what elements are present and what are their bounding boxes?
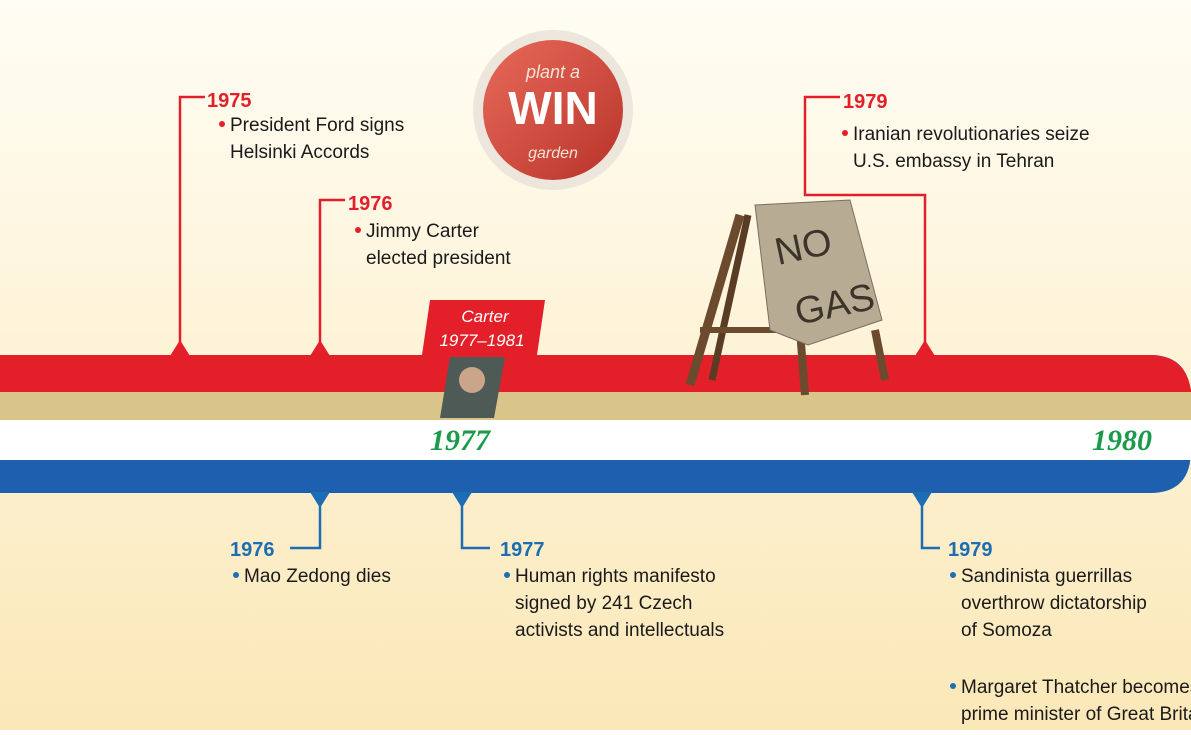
event-text: Margaret Thatcher becomes <box>961 677 1191 698</box>
timeline: 1977 1980 plant a WIN garden NO GAS Cart… <box>0 0 1191 730</box>
bullet <box>233 572 239 578</box>
event-text: U.S. embassy in Tehran <box>853 151 1054 172</box>
bullet <box>355 227 361 233</box>
band-label: 1977 <box>430 424 491 457</box>
event-year: 1976 <box>230 539 275 561</box>
event-year: 1975 <box>207 90 252 112</box>
event-text: overthrow dictatorship <box>961 593 1147 614</box>
event-text: elected president <box>366 248 511 269</box>
event-text: prime minister of Great Britain <box>961 704 1191 725</box>
carter-term: 1977–1981 <box>439 331 524 350</box>
event-text: signed by 241 Czech <box>515 593 692 614</box>
bullet <box>219 121 225 127</box>
event-year: 1979 <box>948 539 993 561</box>
event-text: Human rights manifesto <box>515 566 716 587</box>
bullet <box>504 572 510 578</box>
carter-name: Carter <box>461 307 510 326</box>
event-text: Jimmy Carter <box>366 221 480 242</box>
event-text: Iranian revolutionaries seize <box>853 124 1090 145</box>
event-text: Helsinki Accords <box>230 142 369 163</box>
event-year: 1979 <box>843 91 888 113</box>
bullet <box>950 683 956 689</box>
band-label: 1980 <box>1092 424 1152 457</box>
event-text: activists and intellectuals <box>515 620 724 641</box>
time-band <box>0 355 1191 493</box>
event-text: of Somoza <box>961 620 1052 641</box>
poster: plant a WIN garden <box>473 30 633 190</box>
event-year: 1977 <box>500 539 545 561</box>
poster-text: garden <box>528 145 578 162</box>
event-year: 1976 <box>348 193 393 215</box>
event-text: Sandinista guerrillas <box>961 566 1132 587</box>
event-text: Mao Zedong dies <box>244 566 391 587</box>
poster-text: plant a <box>525 62 580 82</box>
bullet <box>842 130 848 136</box>
bullet <box>950 572 956 578</box>
poster-text: WIN <box>508 82 597 134</box>
event-text: President Ford signs <box>230 115 404 136</box>
